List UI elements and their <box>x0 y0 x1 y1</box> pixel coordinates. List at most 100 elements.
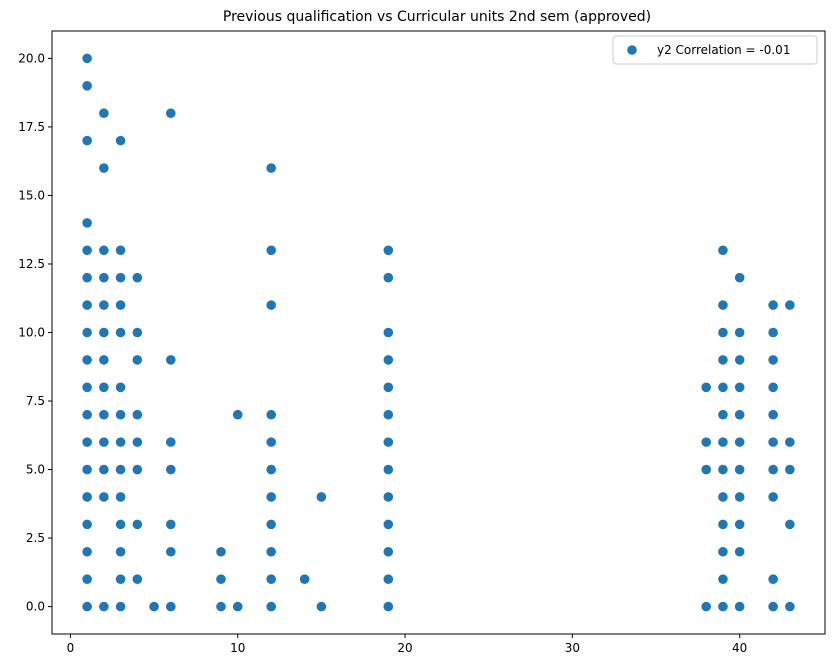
data-point <box>768 382 778 393</box>
data-point <box>82 300 92 310</box>
data-point <box>383 601 394 612</box>
data-point <box>383 464 394 475</box>
y-tick-label: 5.0 <box>26 463 45 477</box>
data-point <box>132 519 143 530</box>
data-point <box>701 382 712 393</box>
data-point <box>82 327 92 338</box>
data-point <box>383 272 394 283</box>
data-point <box>99 163 109 173</box>
data-point <box>734 382 745 393</box>
data-point <box>82 81 92 91</box>
data-point <box>232 409 243 420</box>
data-point <box>768 574 778 584</box>
data-point <box>734 409 745 420</box>
data-point <box>768 437 778 447</box>
chart-title: Previous qualification vs Curricular uni… <box>223 9 651 25</box>
data-point <box>82 382 92 393</box>
legend: y2 Correlation = -0.01 <box>612 35 818 65</box>
data-point <box>115 492 126 502</box>
data-point <box>82 409 92 420</box>
y-tick-label: 12.5 <box>18 257 45 271</box>
data-point <box>718 601 728 612</box>
data-point <box>132 272 143 283</box>
data-point <box>82 135 92 146</box>
data-point <box>165 464 176 475</box>
data-point <box>82 492 92 502</box>
data-point <box>299 574 310 584</box>
legend-label: y2 Correlation = -0.01 <box>657 43 790 57</box>
data-point <box>165 546 176 557</box>
data-point <box>734 327 745 338</box>
data-point <box>734 355 745 365</box>
data-point <box>383 409 394 420</box>
data-point <box>768 601 778 612</box>
data-point <box>734 601 745 612</box>
data-point <box>266 300 276 310</box>
data-point <box>383 355 394 365</box>
data-point <box>165 519 176 530</box>
data-point <box>734 437 745 447</box>
data-point <box>383 519 394 530</box>
data-point <box>383 492 394 502</box>
data-point <box>785 464 795 475</box>
data-point <box>165 108 176 119</box>
y-tick-label: 7.5 <box>26 394 45 408</box>
data-point <box>266 574 276 584</box>
data-point <box>383 382 394 393</box>
data-point <box>718 519 728 530</box>
x-tick-label: 0 <box>67 641 75 655</box>
data-point <box>216 601 226 612</box>
data-point <box>115 135 126 146</box>
data-point <box>99 272 109 283</box>
data-point <box>99 300 109 310</box>
legend-box <box>612 35 818 65</box>
data-point <box>734 492 745 502</box>
data-point <box>383 437 394 447</box>
data-point <box>785 437 795 447</box>
data-point <box>216 546 226 557</box>
data-point <box>266 464 276 475</box>
data-point <box>768 492 778 502</box>
data-point <box>768 409 778 420</box>
data-point <box>149 601 159 612</box>
data-point <box>115 300 126 310</box>
data-point <box>785 300 795 310</box>
x-axis: 0 10 20 30 40 <box>67 634 747 655</box>
data-point <box>734 272 745 283</box>
data-point <box>82 574 92 584</box>
data-point <box>165 437 176 447</box>
axes-frame <box>51 30 826 635</box>
data-point <box>718 382 728 393</box>
y-tick-label: 20.0 <box>18 51 45 65</box>
data-point <box>115 437 126 447</box>
data-point <box>718 300 728 310</box>
data-point <box>718 409 728 420</box>
data-point <box>718 464 728 475</box>
data-point <box>266 492 276 502</box>
data-point <box>232 601 243 612</box>
data-point <box>82 546 92 557</box>
data-point <box>115 464 126 475</box>
x-tick-label: 10 <box>230 641 245 655</box>
data-point <box>99 245 109 256</box>
data-point <box>132 409 143 420</box>
legend-marker <box>627 45 637 55</box>
data-point <box>785 519 795 530</box>
data-point <box>82 272 92 283</box>
data-point <box>115 546 126 557</box>
data-point <box>266 163 276 173</box>
data-point <box>115 519 126 530</box>
data-point <box>115 327 126 338</box>
data-point <box>115 601 126 612</box>
data-point <box>734 546 745 557</box>
data-point <box>718 574 728 584</box>
y-tick-label: 0.0 <box>26 600 45 614</box>
data-point <box>718 546 728 557</box>
data-point <box>316 492 327 502</box>
y-tick-label: 17.5 <box>18 120 45 134</box>
data-point <box>165 601 176 612</box>
data-point <box>266 245 276 256</box>
data-point <box>383 327 394 338</box>
data-point <box>768 327 778 338</box>
